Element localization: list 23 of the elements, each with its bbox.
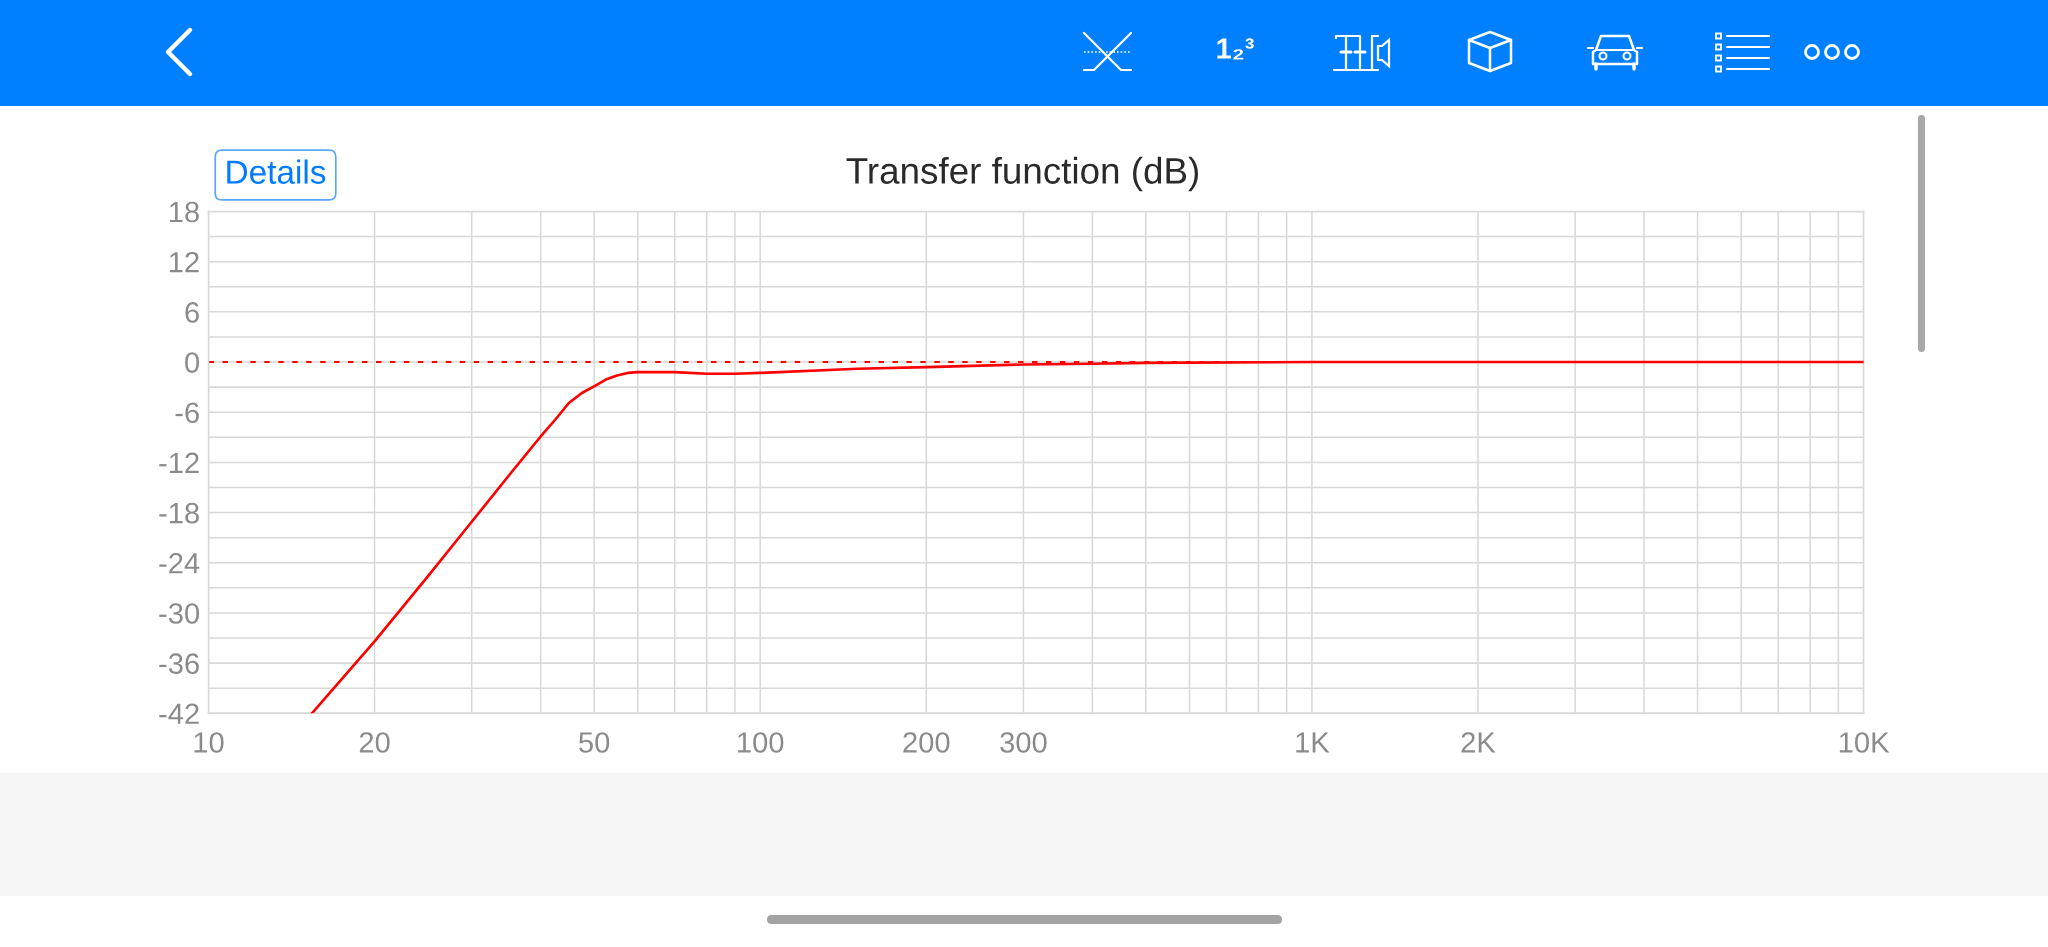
- x-tick-label: 2K: [1461, 732, 1496, 753]
- x-tick-label: 10: [194, 732, 224, 753]
- y-tick-label: -36: [159, 653, 199, 674]
- text: 1₂³: [1217, 38, 1254, 60]
- y-tick-label: -42: [159, 703, 199, 724]
- y-tick-label: -30: [159, 603, 200, 624]
- x-tick-label: 300: [1000, 732, 1047, 753]
- y-tick-label: -12: [159, 452, 199, 473]
- x-tick-label: 50: [579, 732, 610, 753]
- y-tick-label: -6: [175, 402, 199, 424]
- y-tick-label: 6: [185, 302, 199, 323]
- y-tick-label: 12: [169, 251, 199, 273]
- text: Details: [227, 159, 326, 184]
- x-tick-label: 10K: [1839, 732, 1890, 753]
- y-tick-label: 18: [169, 201, 199, 223]
- x-tick-label: 200: [903, 732, 950, 753]
- chart-title: Transfer function (dB): [846, 156, 1198, 192]
- y-tick-label: -18: [159, 502, 199, 524]
- x-tick-label: 20: [359, 732, 390, 753]
- x-tick-label: 1K: [1296, 732, 1330, 753]
- y-tick-label: -24: [159, 552, 200, 574]
- y-tick-label: 0: [185, 352, 200, 373]
- x-tick-label: 100: [738, 732, 784, 753]
